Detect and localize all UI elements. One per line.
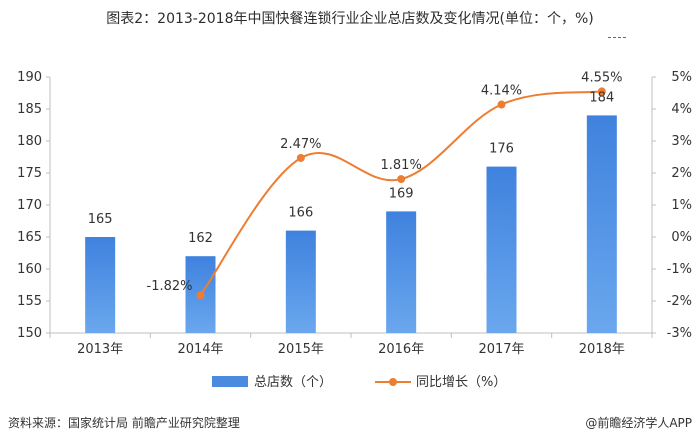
bar-series <box>85 115 617 334</box>
y-left-tick-label: 180 <box>17 134 42 149</box>
bar-value-label: 162 <box>188 231 213 246</box>
bar-value-label: 184 <box>589 90 614 105</box>
credit-note: @前瞻经济学人APP <box>585 416 692 430</box>
source-note: 资料来源：国家统计局 前瞻产业研究院整理 <box>8 416 240 430</box>
y-left-tick-label: 185 <box>17 102 42 117</box>
y-left-tick-label: 165 <box>17 230 42 245</box>
y-right-tick-label: 5% <box>671 70 692 85</box>
chart-axes: 150 155 160 165 170 175 180 185 190 -3% -2% -1% 0% 1%… <box>17 70 692 357</box>
line-value-label: 1.81% <box>381 158 422 173</box>
y-left-tick-label: 150 <box>17 326 42 341</box>
bar-value-label: 176 <box>489 142 514 157</box>
chart-legend: 总店数（个） 同比增长（%） <box>212 375 506 390</box>
line-point <box>597 87 606 96</box>
bar <box>386 211 417 333</box>
legend-swatch-marker <box>389 378 397 386</box>
x-tick-label: 2016年 <box>378 342 424 357</box>
chart-title: 图表2：2013-2018年中国快餐连锁行业企业总店数及变化情况(单位：个，%) <box>106 11 594 27</box>
line-value-label: -1.82% <box>147 279 193 294</box>
y-right-tick-label: 3% <box>671 134 692 149</box>
line-value-label: 2.47% <box>280 137 321 152</box>
legend-label-bar: 总店数（个） <box>254 375 332 390</box>
title-underline <box>608 37 626 38</box>
y-right-tick-label: -2% <box>667 294 692 309</box>
bar-value-label: 169 <box>389 186 414 201</box>
line-value-label: 4.14% <box>481 84 522 99</box>
y-left-tick-label: 175 <box>17 166 42 181</box>
legend-swatch-bar <box>212 376 248 387</box>
data-labels: 165 162 166 169 176 184 -1.82% 2.47% 1.81% 4.14% 4… <box>88 70 623 294</box>
y-right-tick-label: 2% <box>671 166 692 181</box>
bar-value-label: 166 <box>288 206 313 221</box>
line-point <box>196 291 205 300</box>
y-right-tick-label: -3% <box>667 326 692 341</box>
line-point <box>497 100 506 109</box>
y-right-tick-label: 0% <box>671 230 692 245</box>
y-left-tick-label: 155 <box>17 294 42 309</box>
legend-label-line: 同比增长（%） <box>416 375 506 390</box>
y-right-tick-label: 1% <box>671 198 692 213</box>
y-right-tick-label: 4% <box>671 102 692 117</box>
line-point <box>296 153 305 162</box>
bar-value-label: 165 <box>88 212 113 227</box>
bar <box>486 166 517 333</box>
bar <box>285 230 316 333</box>
x-tick-label: 2017年 <box>478 342 524 357</box>
line-point <box>397 175 406 184</box>
x-tick-label: 2018年 <box>579 342 625 357</box>
y-left-tick-label: 170 <box>17 198 42 213</box>
line-series <box>196 87 606 300</box>
y-left-tick-label: 160 <box>17 262 42 277</box>
bar <box>586 115 617 334</box>
x-tick-label: 2015年 <box>278 342 324 357</box>
x-tick-label: 2013年 <box>77 342 123 357</box>
x-tick-label: 2014年 <box>177 342 223 357</box>
growth-line <box>199 90 602 296</box>
y-right-tick-label: -1% <box>667 262 692 277</box>
line-value-label: 4.55% <box>581 70 622 85</box>
y-left-tick-label: 190 <box>17 70 42 85</box>
bar <box>85 237 116 333</box>
